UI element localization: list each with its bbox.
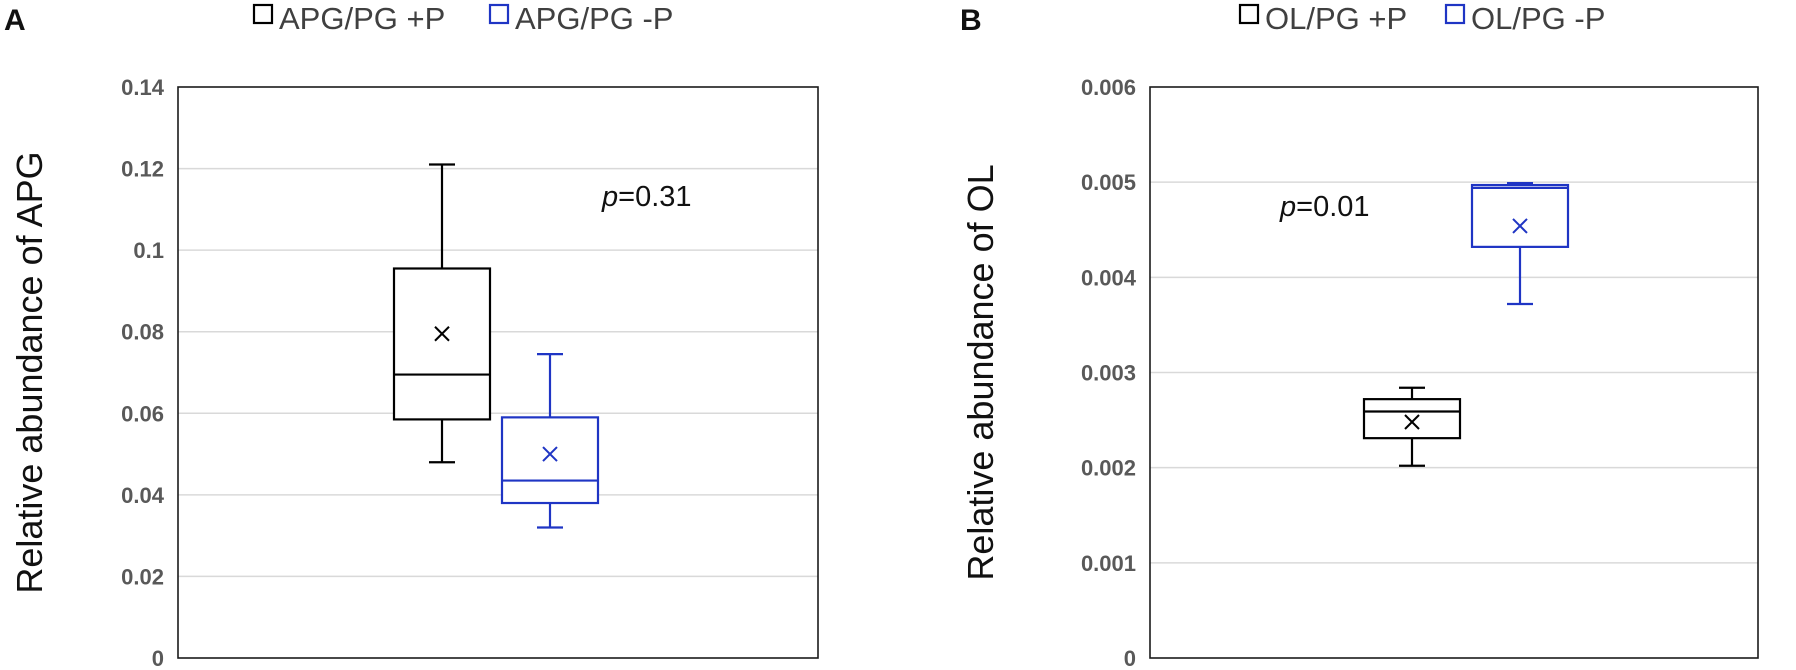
y-tick-label: 0.08 [121, 320, 164, 345]
legend-swatch [1238, 3, 1260, 25]
y-tick-label: 0.001 [1081, 551, 1136, 576]
legend-entry: OL/PG -P [1471, 1, 1605, 36]
box-iqr [1362, 398, 1462, 440]
panel-label: A [4, 4, 26, 37]
y-tick-label: 0.003 [1081, 361, 1136, 386]
y-tick-label: 0.005 [1081, 170, 1136, 195]
y-tick-label: 0.002 [1081, 456, 1136, 481]
y-tick-label: 0.14 [121, 75, 165, 100]
plot-area [1149, 86, 1759, 659]
box-0 [392, 163, 492, 464]
y-tick-label: 0 [152, 646, 164, 670]
legend-swatch [252, 3, 274, 25]
legend-entry: APG/PG -P [515, 1, 673, 36]
y-tick-label: 0.1 [133, 238, 164, 263]
y-tick-label: 0.006 [1081, 75, 1136, 100]
box-1 [500, 353, 600, 529]
legend-entry: OL/PG +P [1265, 1, 1407, 36]
p-value: =0.01 [1296, 191, 1369, 223]
legend-swatch [1444, 3, 1466, 25]
plot-area [177, 86, 819, 659]
panel-a: A APG/PG +P APG/PG -P 0 0.02 0.04 0.06 0.08 0.1 0… [4, 1, 819, 670]
y-tick-label: 0.04 [121, 483, 165, 508]
box-0 [1362, 386, 1462, 467]
mean-marker [434, 326, 450, 342]
box-iqr [500, 416, 600, 505]
p-value-annotation: p=0.01 [1279, 191, 1370, 223]
panel-b: B OL/PG +P OL/PG -P 0 0.001 0.002 0.003 0.004 0.… [960, 1, 1759, 670]
y-axis-label: Relative abundance of APG [9, 151, 50, 593]
mean-marker [542, 446, 558, 462]
y-tick-label: 0.12 [121, 157, 164, 182]
box-iqr [392, 267, 492, 421]
panel-label: B [960, 4, 982, 37]
mean-marker [1404, 414, 1420, 430]
p-symbol: p [1279, 191, 1296, 223]
box-iqr [1470, 183, 1570, 248]
box-1 [1470, 182, 1570, 306]
y-axis-label: Relative abundance of OL [960, 164, 1001, 580]
y-tick-label: 0.02 [121, 564, 164, 589]
mean-marker [1512, 218, 1528, 234]
y-tick-label: 0 [1124, 646, 1136, 670]
y-tick-label: 0.004 [1081, 265, 1137, 290]
p-symbol: p [601, 181, 618, 213]
p-value-annotation: p=0.31 [601, 181, 692, 213]
legend-entry: APG/PG +P [279, 1, 445, 36]
legend-swatch [488, 3, 510, 25]
y-tick-label: 0.06 [121, 401, 164, 426]
p-value: =0.31 [618, 181, 691, 213]
